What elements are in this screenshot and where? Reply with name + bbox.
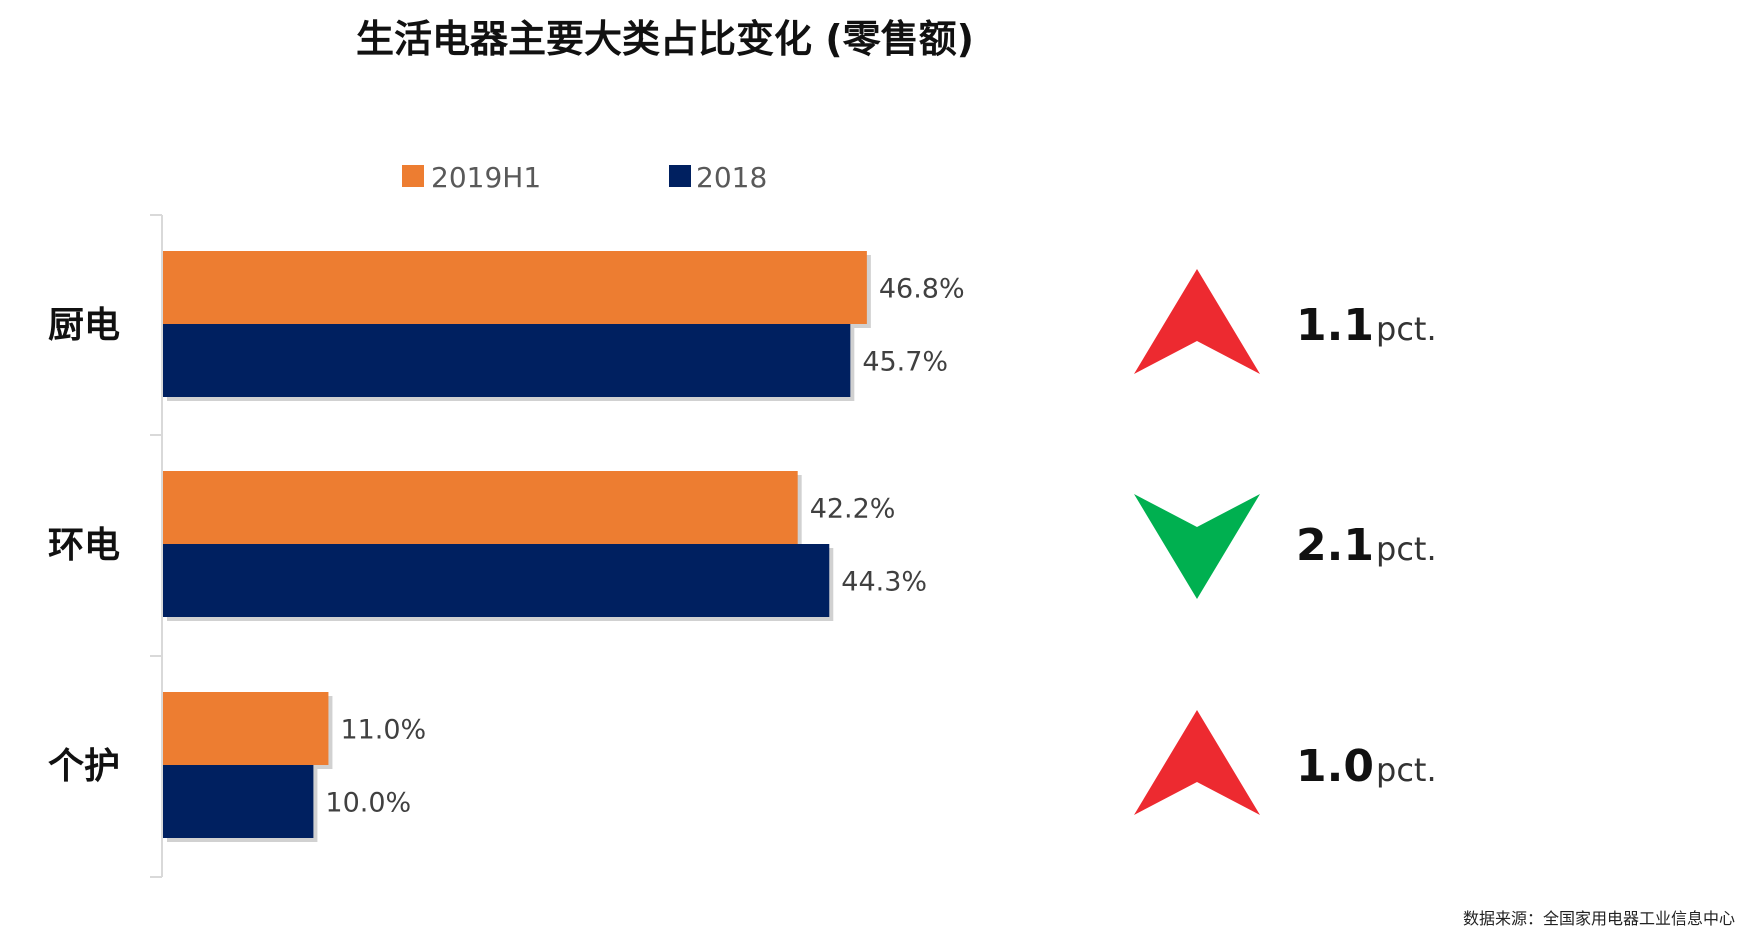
change-value: 2.1 <box>1296 520 1374 571</box>
legend-label-2018: 2018 <box>696 161 767 194</box>
source-note: 数据来源：全国家用电器工业信息中心 <box>1463 909 1735 928</box>
arrow-down-icon <box>1134 494 1260 599</box>
change-indicators: 1.1 pct.2.1 pct.1.0 pct. <box>1134 269 1437 815</box>
bar-2019h1-3 <box>163 692 329 765</box>
legend-swatch-2019h1 <box>402 165 424 187</box>
data-label: 10.0% <box>325 788 411 819</box>
chart-title: 生活电器主要大类占比变化 (零售额) <box>356 17 974 61</box>
data-label: 44.3% <box>841 567 927 598</box>
change-value: 1.1 <box>1296 300 1374 351</box>
change-unit: pct. <box>1376 310 1437 348</box>
bar-2019h1-2 <box>163 471 798 544</box>
category-label: 个护 <box>48 746 120 787</box>
category-label: 环电 <box>48 525 120 566</box>
legend-label-2019h1: 2019H1 <box>431 161 541 194</box>
data-label: 46.8% <box>879 274 965 305</box>
category-label: 厨电 <box>48 305 120 346</box>
change-unit: pct. <box>1376 530 1437 568</box>
data-label: 45.7% <box>862 347 948 378</box>
bar-2019h1-1 <box>163 251 867 324</box>
bar-2018-1 <box>163 324 851 397</box>
arrow-up-icon <box>1134 269 1260 374</box>
y-axis <box>150 214 163 878</box>
data-label: 11.0% <box>340 715 426 746</box>
data-label: 42.2% <box>810 494 896 525</box>
arrow-up-icon <box>1134 710 1260 815</box>
change-value: 1.0 <box>1296 741 1374 792</box>
legend-swatch-2018 <box>669 165 691 187</box>
bars-group: 厨电 46.8% 45.7% 环电 42.2% 44.3% 个护 11.0% 10.0% <box>48 251 965 842</box>
bar-2018-2 <box>163 544 830 617</box>
legend: 2019H1 2018 <box>402 161 767 194</box>
change-unit: pct. <box>1376 751 1437 789</box>
bar-2018-3 <box>163 765 314 838</box>
